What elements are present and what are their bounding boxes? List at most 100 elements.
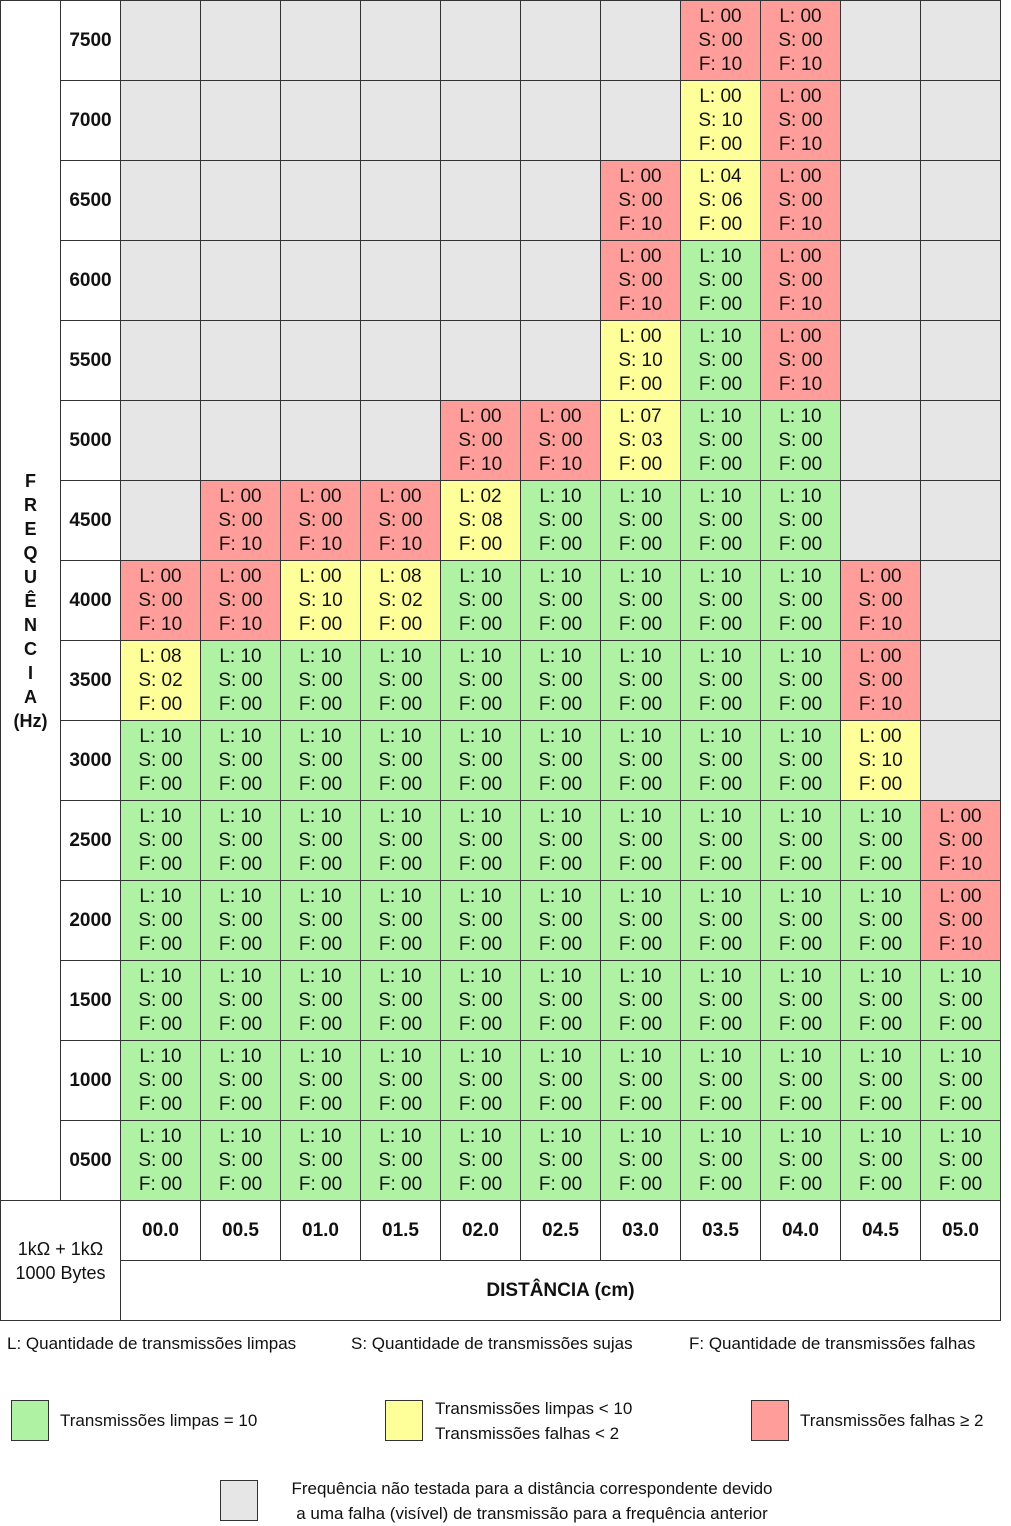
result-f: F: 00 bbox=[698, 773, 743, 795]
result-f: F: 00 bbox=[778, 1173, 823, 1195]
result-cell: L: 10 S: 00 F: 00 bbox=[440, 1120, 521, 1201]
result-s: S: 06 bbox=[698, 189, 743, 211]
result-l: L: 10 bbox=[779, 565, 822, 587]
untested-cell bbox=[360, 80, 441, 161]
result-l: L: 10 bbox=[379, 885, 422, 907]
result-f: F: 10 bbox=[778, 53, 823, 75]
result-l: L: 10 bbox=[459, 805, 502, 827]
result-f: F: 00 bbox=[618, 693, 663, 715]
frequency-label: 5000 bbox=[60, 400, 121, 481]
result-l: L: 10 bbox=[619, 1125, 662, 1147]
result-f: F: 00 bbox=[138, 853, 183, 875]
result-l: L: 10 bbox=[779, 725, 822, 747]
untested-cell bbox=[520, 80, 601, 161]
result-s: S: 00 bbox=[538, 749, 583, 771]
result-l: L: 10 bbox=[379, 805, 422, 827]
result-s: S: 00 bbox=[858, 909, 903, 931]
result-s: S: 00 bbox=[538, 509, 583, 531]
result-l: L: 10 bbox=[619, 565, 662, 587]
result-s: S: 00 bbox=[778, 909, 823, 931]
result-cell: L: 10 S: 00 F: 00 bbox=[440, 560, 521, 641]
untested-cell bbox=[920, 240, 1001, 321]
result-cell: L: 10 S: 00 F: 00 bbox=[680, 1040, 761, 1121]
result-cell: L: 10 S: 00 F: 00 bbox=[680, 320, 761, 401]
result-cell: L: 00 S: 00 F: 10 bbox=[920, 880, 1001, 961]
result-l: L: 10 bbox=[699, 885, 742, 907]
result-s: S: 00 bbox=[938, 909, 983, 931]
result-l: L: 00 bbox=[779, 5, 822, 27]
distance-label: 05.0 bbox=[920, 1200, 1001, 1261]
untested-cell bbox=[120, 400, 201, 481]
result-f: F: 00 bbox=[618, 933, 663, 955]
result-l: L: 10 bbox=[619, 1045, 662, 1067]
result-cell: L: 10 S: 00 F: 00 bbox=[920, 1040, 1001, 1121]
result-s: S: 00 bbox=[618, 989, 663, 1011]
result-s: S: 00 bbox=[698, 349, 743, 371]
distance-label: 00.0 bbox=[120, 1200, 201, 1261]
distance-label: 00.5 bbox=[200, 1200, 281, 1261]
result-l: L: 10 bbox=[779, 485, 822, 507]
result-f: F: 00 bbox=[938, 1013, 983, 1035]
result-cell: L: 10 S: 00 F: 00 bbox=[280, 640, 361, 721]
result-f: F: 10 bbox=[938, 853, 983, 875]
result-l: L: 00 bbox=[219, 565, 262, 587]
result-s: S: 10 bbox=[298, 589, 343, 611]
result-f: F: 00 bbox=[218, 1013, 263, 1035]
result-f: F: 00 bbox=[378, 773, 423, 795]
result-s: S: 00 bbox=[538, 669, 583, 691]
legend-grey-text-1: Frequência não testada para a distância … bbox=[291, 1479, 773, 1498]
result-cell: L: 10 S: 00 F: 00 bbox=[200, 720, 281, 801]
y-axis-title-char: C bbox=[24, 638, 37, 659]
legend-s: S: Quantidade de transmissões sujas bbox=[351, 1334, 633, 1353]
result-cell: L: 10 S: 00 F: 00 bbox=[520, 1120, 601, 1201]
result-f: F: 10 bbox=[778, 213, 823, 235]
legend-green-swatch bbox=[11, 1400, 49, 1441]
result-f: F: 00 bbox=[298, 1013, 343, 1035]
result-s: S: 00 bbox=[938, 989, 983, 1011]
untested-cell bbox=[120, 0, 201, 81]
result-f: F: 00 bbox=[858, 773, 903, 795]
result-l: L: 10 bbox=[619, 645, 662, 667]
result-s: S: 00 bbox=[458, 829, 503, 851]
result-l: L: 00 bbox=[619, 245, 662, 267]
result-l: L: 10 bbox=[699, 805, 742, 827]
result-f: F: 00 bbox=[618, 773, 663, 795]
legend-yellow-swatch bbox=[385, 1400, 423, 1441]
frequency-label: 4000 bbox=[60, 560, 121, 641]
result-f: F: 10 bbox=[618, 213, 663, 235]
result-s: S: 00 bbox=[778, 109, 823, 131]
result-l: L: 10 bbox=[379, 965, 422, 987]
result-l: L: 10 bbox=[379, 645, 422, 667]
result-f: F: 00 bbox=[618, 853, 663, 875]
result-cell: L: 10 S: 00 F: 00 bbox=[680, 640, 761, 721]
result-cell: L: 00 S: 00 F: 10 bbox=[760, 160, 841, 241]
y-axis-title-char: F bbox=[25, 470, 36, 491]
untested-cell bbox=[840, 400, 921, 481]
result-s: S: 00 bbox=[618, 909, 663, 931]
result-s: S: 00 bbox=[618, 509, 663, 531]
result-s: S: 03 bbox=[618, 429, 663, 451]
result-l: L: 10 bbox=[459, 645, 502, 667]
result-f: F: 00 bbox=[218, 853, 263, 875]
result-cell: L: 10 S: 00 F: 00 bbox=[520, 800, 601, 881]
legend-yellow-text-1: Transmissões limpas < 10 bbox=[435, 1399, 633, 1418]
result-s: S: 00 bbox=[778, 989, 823, 1011]
result-l: L: 10 bbox=[139, 885, 182, 907]
result-f: F: 00 bbox=[378, 613, 423, 635]
untested-cell bbox=[200, 240, 281, 321]
result-f: F: 00 bbox=[858, 1093, 903, 1115]
result-s: S: 00 bbox=[218, 909, 263, 931]
result-s: S: 00 bbox=[938, 829, 983, 851]
result-cell: L: 10 S: 00 F: 00 bbox=[520, 960, 601, 1041]
result-cell: L: 00 S: 00 F: 10 bbox=[760, 80, 841, 161]
result-cell: L: 00 S: 10 F: 00 bbox=[600, 320, 681, 401]
result-f: F: 00 bbox=[298, 933, 343, 955]
result-l: L: 10 bbox=[379, 725, 422, 747]
result-f: F: 00 bbox=[298, 853, 343, 875]
result-l: L: 10 bbox=[779, 885, 822, 907]
result-cell: L: 00 S: 00 F: 10 bbox=[760, 320, 841, 401]
result-cell: L: 10 S: 00 F: 00 bbox=[120, 800, 201, 881]
result-cell: L: 10 S: 00 F: 00 bbox=[360, 960, 441, 1041]
untested-cell bbox=[360, 400, 441, 481]
result-cell: L: 10 S: 00 F: 00 bbox=[280, 800, 361, 881]
